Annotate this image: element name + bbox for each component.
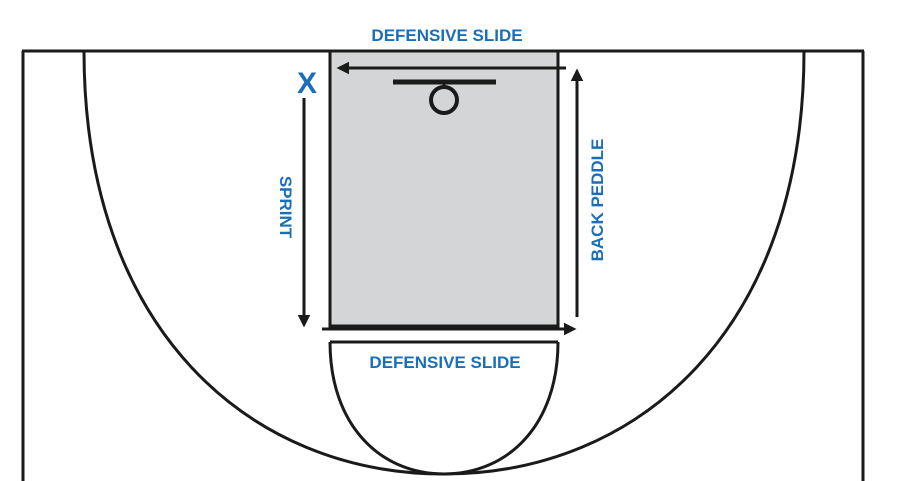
bottom-defensive-slide-label: DEFENSIVE SLIDE xyxy=(369,353,520,372)
rim xyxy=(429,85,459,115)
player-x-marker: X xyxy=(297,67,317,100)
back-peddle-label: BACK PEDDLE xyxy=(588,139,607,262)
top-defensive-slide-label: DEFENSIVE SLIDE xyxy=(371,26,522,45)
sprint-label: SPRINT xyxy=(276,176,295,239)
free-throw-circle xyxy=(328,341,560,476)
lane xyxy=(328,49,560,328)
